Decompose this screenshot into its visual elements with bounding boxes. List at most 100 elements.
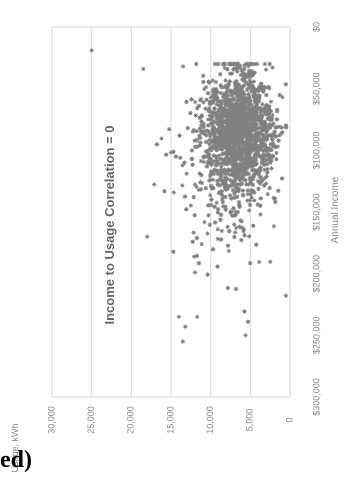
data-point xyxy=(213,112,218,117)
data-point xyxy=(253,138,258,143)
data-point xyxy=(241,83,247,88)
data-point xyxy=(234,78,239,84)
data-point xyxy=(253,140,258,146)
data-point xyxy=(268,259,273,264)
data-point xyxy=(204,97,209,103)
data-point xyxy=(191,254,197,259)
data-point xyxy=(234,182,240,187)
data-point xyxy=(218,90,224,96)
data-point xyxy=(178,155,183,160)
data-point xyxy=(259,123,265,129)
data-point xyxy=(252,109,258,114)
data-point xyxy=(232,161,238,167)
data-point xyxy=(210,177,216,183)
data-point xyxy=(247,260,253,266)
data-point xyxy=(271,223,277,229)
data-point xyxy=(246,234,252,239)
data-point xyxy=(234,149,240,154)
data-point xyxy=(253,171,258,176)
data-point xyxy=(226,61,232,67)
outlier-point xyxy=(194,314,200,320)
data-point xyxy=(225,85,230,90)
data-point xyxy=(244,96,249,101)
data-point xyxy=(225,184,231,189)
data-point xyxy=(215,168,220,173)
data-point xyxy=(197,115,202,121)
data-point xyxy=(224,112,230,117)
data-point xyxy=(171,190,177,195)
data-point xyxy=(231,206,236,211)
data-point xyxy=(256,87,262,92)
data-point xyxy=(230,156,235,161)
data-point xyxy=(262,61,268,67)
data-point xyxy=(262,127,267,132)
outlier-point xyxy=(141,66,146,72)
data-point xyxy=(247,102,252,107)
data-point xyxy=(214,92,219,98)
data-point xyxy=(200,73,206,79)
data-point xyxy=(202,154,207,159)
data-point xyxy=(228,209,234,214)
data-point xyxy=(214,155,219,160)
data-point xyxy=(233,104,239,109)
data-point xyxy=(212,106,217,111)
data-point xyxy=(235,186,240,192)
data-point xyxy=(239,150,245,155)
data-point xyxy=(152,182,157,187)
data-point xyxy=(257,146,262,151)
data-point xyxy=(240,152,246,157)
data-point xyxy=(211,131,216,136)
data-point xyxy=(267,115,272,121)
data-point xyxy=(192,99,198,105)
data-point xyxy=(232,230,238,235)
data-point xyxy=(236,109,242,115)
data-point xyxy=(274,157,279,162)
data-point xyxy=(209,161,215,166)
data-point xyxy=(243,178,248,183)
data-point xyxy=(232,234,237,240)
data-point xyxy=(228,159,234,164)
data-point xyxy=(235,92,240,97)
data-point xyxy=(208,121,214,126)
data-point xyxy=(257,181,263,186)
data-point xyxy=(223,78,228,83)
data-point xyxy=(211,128,217,133)
data-point xyxy=(257,93,262,99)
data-point xyxy=(243,106,249,111)
data-point xyxy=(239,68,245,73)
data-point xyxy=(230,135,235,140)
data-point xyxy=(208,156,213,162)
data-point xyxy=(235,115,240,120)
data-point xyxy=(223,120,228,125)
data-point xyxy=(234,169,240,175)
data-point xyxy=(243,165,248,171)
data-point xyxy=(248,180,253,185)
data-point xyxy=(261,183,267,188)
data-point xyxy=(220,94,226,100)
data-point xyxy=(227,141,233,147)
data-point xyxy=(262,84,267,90)
data-point xyxy=(212,93,217,99)
data-point xyxy=(218,172,223,177)
data-point xyxy=(267,122,272,127)
data-point xyxy=(239,237,244,243)
data-point xyxy=(240,165,246,171)
data-point xyxy=(247,152,252,157)
data-point xyxy=(220,161,225,166)
data-point xyxy=(223,131,228,137)
data-point xyxy=(213,139,218,145)
data-point xyxy=(259,113,264,118)
data-point xyxy=(237,122,242,128)
data-point xyxy=(247,61,253,67)
data-point xyxy=(197,135,203,141)
data-point xyxy=(204,164,210,169)
data-point xyxy=(191,230,196,235)
data-point xyxy=(223,91,229,96)
data-point xyxy=(241,91,246,96)
x-tick-label: $300,000 xyxy=(311,378,321,416)
data-point xyxy=(221,92,226,97)
data-point xyxy=(231,119,236,124)
data-point xyxy=(231,137,237,143)
data-point xyxy=(259,159,265,165)
data-point xyxy=(234,65,239,71)
